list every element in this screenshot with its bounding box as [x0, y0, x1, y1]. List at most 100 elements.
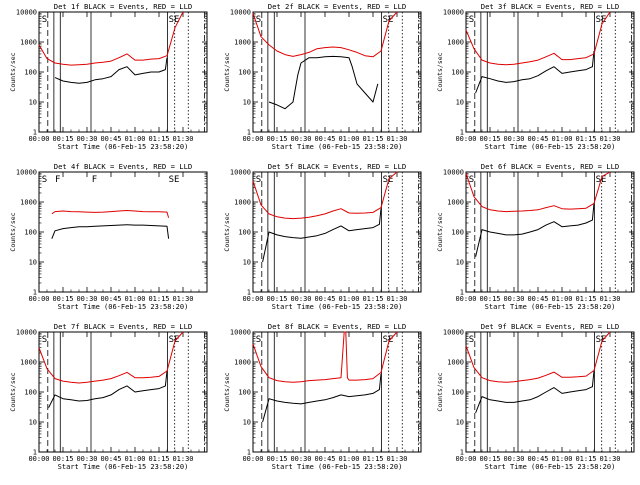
y-tick-label: 100 — [451, 389, 464, 397]
event-marker-label: S — [256, 335, 261, 345]
x-tick-label: 00:30 — [290, 455, 311, 463]
y-tick-label: 1 — [33, 289, 37, 297]
event-marker-label: S — [469, 175, 474, 185]
y-tick-label: 10 — [243, 99, 251, 107]
chart-panel-3: Det 3f BLACK = Events, RED = LLD 1 10 100 10… — [436, 2, 635, 151]
y-tick-label: 10 — [456, 419, 464, 427]
events-series-line — [475, 50, 595, 94]
event-marker-label: SE — [383, 175, 394, 185]
x-tick-label: 01:15 — [362, 135, 383, 143]
y-tick-label: 10 — [29, 259, 37, 267]
y-tick-label: 10000 — [16, 169, 37, 177]
plot-frame — [38, 171, 208, 293]
plot-frame — [38, 331, 208, 453]
chart-panel-4: Det 4f BLACK = Events, RED = LLD 1 10 100 10… — [9, 162, 208, 311]
x-tick-label: 00:45 — [100, 135, 121, 143]
lld-series-line — [252, 331, 398, 383]
x-tick-label: 01:30 — [386, 295, 407, 303]
x-tick-label: 01:30 — [599, 455, 620, 463]
x-tick-label: 00:30 — [76, 455, 97, 463]
x-tick-label: 00:30 — [503, 455, 524, 463]
lld-series-line — [51, 210, 170, 218]
x-tick-label: 01:15 — [575, 455, 596, 463]
x-tick-label: 00:45 — [100, 455, 121, 463]
event-marker-label: SE — [596, 335, 607, 345]
x-tick-label: 01:15 — [575, 295, 596, 303]
y-tick-label: 1000 — [234, 359, 251, 367]
y-tick-label: 100 — [238, 69, 251, 77]
chart-title: Det 2f BLACK = Events, RED = LLD — [268, 2, 406, 11]
event-marker-label: S — [256, 175, 261, 185]
event-marker-label: F — [92, 175, 97, 185]
x-tick-label: 00:15 — [52, 135, 73, 143]
x-tick-label: 00:00 — [242, 135, 263, 143]
x-tick-label: 01:15 — [362, 295, 383, 303]
chart-title: Det 1f BLACK = Events, RED = LLD — [54, 2, 192, 11]
y-tick-label: 10 — [243, 419, 251, 427]
x-tick-label: 01:30 — [172, 455, 193, 463]
event-marker-label: SE — [169, 175, 180, 185]
x-tick-label: 01:00 — [551, 295, 572, 303]
y-tick-label: 1 — [460, 289, 464, 297]
x-tick-label: 01:00 — [338, 295, 359, 303]
plot-frame — [465, 331, 635, 453]
events-series-line — [475, 370, 595, 414]
event-marker-label: SE — [383, 335, 394, 345]
chart-title: Det 6f BLACK = Events, RED = LLD — [481, 162, 619, 171]
y-tick-label: 1 — [33, 449, 37, 457]
x-axis-label: Start Time (06-Feb-15 23:58:20) — [58, 303, 189, 311]
x-tick-label: 01:30 — [172, 295, 193, 303]
y-tick-label: 1000 — [447, 199, 464, 207]
x-axis-label: Start Time (06-Feb-15 23:58:20) — [485, 143, 616, 151]
y-tick-label: 10000 — [230, 169, 251, 177]
lld-series-line — [465, 331, 611, 383]
event-marker-label: F — [55, 175, 60, 185]
x-axis-label: Start Time (06-Feb-15 23:58:20) — [58, 463, 189, 471]
x-tick-label: 00:00 — [455, 135, 476, 143]
y-tick-label: 10000 — [230, 329, 251, 337]
y-tick-label: 10000 — [443, 169, 464, 177]
chart-title: Det 5f BLACK = Events, RED = LLD — [268, 162, 406, 171]
x-tick-label: 00:30 — [503, 135, 524, 143]
chart-title: Det 4f BLACK = Events, RED = LLD — [54, 162, 192, 171]
events-series-line — [475, 203, 595, 257]
y-axis-label: Counts/sec — [223, 52, 231, 91]
y-tick-label: 1 — [460, 449, 464, 457]
x-tick-label: 01:15 — [575, 135, 596, 143]
x-tick-label: 00:30 — [76, 135, 97, 143]
x-tick-label: 00:00 — [28, 135, 49, 143]
x-tick-label: 01:00 — [338, 135, 359, 143]
x-tick-label: 01:15 — [362, 455, 383, 463]
events-series-line — [51, 224, 170, 239]
y-tick-label: 100 — [451, 69, 464, 77]
y-tick-label: 1000 — [234, 39, 251, 47]
x-axis-label: Start Time (06-Feb-15 23:58:20) — [272, 143, 403, 151]
lld-series-line — [38, 331, 184, 384]
x-tick-label: 00:45 — [527, 295, 548, 303]
chart-title: Det 7f BLACK = Events, RED = LLD — [54, 322, 192, 331]
y-axis-label: Counts/sec — [436, 212, 444, 251]
x-tick-label: 00:00 — [455, 455, 476, 463]
y-tick-label: 1000 — [234, 199, 251, 207]
plot-frame — [38, 11, 208, 133]
y-tick-label: 10 — [29, 99, 37, 107]
x-tick-label: 00:00 — [455, 295, 476, 303]
y-tick-label: 100 — [24, 69, 37, 77]
event-marker-label: S — [42, 15, 47, 25]
events-series-line — [262, 373, 382, 423]
x-axis-label: Start Time (06-Feb-15 23:58:20) — [272, 463, 403, 471]
y-tick-label: 1 — [33, 129, 37, 137]
y-axis-label: Counts/sec — [223, 372, 231, 411]
plot-frame — [252, 11, 422, 133]
x-tick-label: 00:15 — [266, 295, 287, 303]
y-axis-label: Counts/sec — [436, 52, 444, 91]
y-tick-label: 10 — [243, 259, 251, 267]
event-marker-label: SE — [596, 15, 607, 25]
x-tick-label: 00:15 — [479, 295, 500, 303]
plot-frame — [252, 331, 422, 453]
chart-panel-8: Det 8f BLACK = Events, RED = LLD 1 10 100 10… — [223, 322, 422, 471]
x-tick-label: 00:30 — [290, 295, 311, 303]
x-tick-label: 00:45 — [527, 455, 548, 463]
x-tick-label: 01:00 — [338, 455, 359, 463]
x-tick-label: 00:15 — [266, 135, 287, 143]
